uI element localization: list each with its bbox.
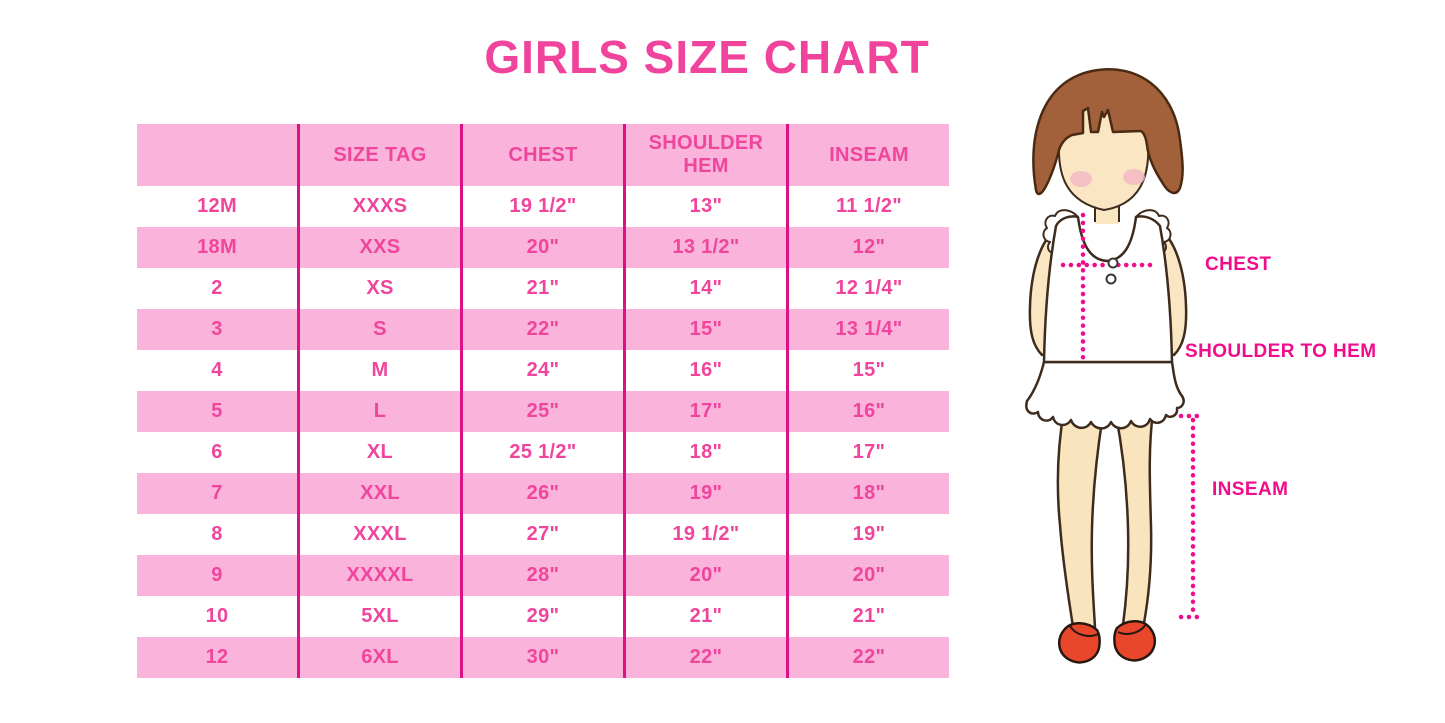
size-cell: 10	[205, 605, 229, 627]
size-cell: 18"	[623, 432, 788, 473]
size-cell: 13 1/2"	[623, 227, 788, 268]
column-header: SIZE TAG	[297, 124, 462, 186]
size-cell: L	[297, 391, 462, 432]
size-cell: 16"	[623, 350, 788, 391]
size-cell: 8	[211, 523, 223, 545]
size-cell: XXXXL	[297, 555, 462, 596]
size-cell: 19 1/2"	[623, 514, 788, 555]
size-cell: 17"	[786, 432, 949, 473]
table-row: 5 L 25" 17" 16"	[137, 391, 949, 432]
size-cell: 21"	[460, 268, 625, 309]
inseam-label: INSEAM	[1212, 479, 1289, 500]
column-header	[137, 124, 299, 186]
column-header: CHEST	[460, 124, 625, 186]
size-cell: XXXL	[297, 514, 462, 555]
shirt-button-bottom	[1105, 273, 1117, 285]
size-cell: 19"	[623, 473, 788, 514]
size-cell: 4	[211, 359, 223, 381]
size-cell: 18M	[137, 227, 299, 268]
size-cell: XXXS	[297, 186, 462, 227]
size-cell: 6	[211, 441, 223, 463]
table-row: 8 XXXL 27" 19 1/2" 19"	[137, 514, 949, 555]
size-cell: 9	[137, 555, 299, 596]
size-cell: 18"	[786, 473, 949, 514]
size-cell: 19"	[786, 514, 949, 555]
shoulder-to-hem-label: SHOULDER TO HEM	[1185, 341, 1377, 362]
size-cell: 16"	[786, 391, 949, 432]
table-row: 12 6XL 30" 22" 22"	[137, 637, 949, 678]
size-cell: 26"	[460, 473, 625, 514]
size-cell: 25"	[460, 391, 625, 432]
girl-left-cheek	[1070, 171, 1092, 187]
size-cell: 5XL	[297, 596, 462, 637]
chest-label: CHEST	[1205, 254, 1272, 275]
size-cell: XXL	[297, 473, 462, 514]
size-cell: 28"	[460, 555, 625, 596]
size-cell: 22"	[623, 637, 788, 678]
girl-figure-illustration	[1025, 68, 1206, 664]
size-cell: 14"	[623, 268, 788, 309]
size-cell: 12"	[786, 227, 949, 268]
size-cell: 5	[137, 391, 299, 432]
size-cell: 7	[137, 473, 299, 514]
size-chart-table: SIZE TAG CHEST SHOULDER HEM INSEAM 12M XXXS 19…	[137, 124, 949, 678]
size-cell: 15"	[786, 350, 949, 391]
size-cell: 27"	[460, 514, 625, 555]
size-cell: M	[297, 350, 462, 391]
table-row: 18M XXS 20" 13 1/2" 12"	[137, 227, 949, 268]
size-cell: 21"	[786, 596, 949, 637]
size-cell: 29"	[460, 596, 625, 637]
table-row: 4 M 24" 16" 15"	[137, 350, 949, 391]
page-title: GIRLS SIZE CHART	[484, 31, 930, 83]
girl-hair	[1032, 68, 1184, 196]
column-header: INSEAM	[786, 124, 949, 186]
size-cell: 20"	[786, 555, 949, 596]
size-cell: XXS	[297, 227, 462, 268]
size-cell: S	[297, 309, 462, 350]
size-cell: 22"	[786, 637, 949, 678]
girl-left-shoe	[1057, 622, 1101, 664]
size-cell: XL	[297, 432, 462, 473]
size-cell: 20"	[623, 555, 788, 596]
size-cell: 12 1/4"	[786, 268, 949, 309]
size-cell: 12	[137, 637, 299, 678]
table-row: 3 S 22" 15" 13 1/4"	[137, 309, 949, 350]
table-row: 2 XS 21" 14" 12 1/4"	[137, 268, 949, 309]
size-cell: 24"	[460, 350, 625, 391]
girl-right-cheek	[1123, 169, 1145, 185]
girl-right-leg	[1114, 410, 1155, 627]
table-row: 10 5XL 29" 21" 21"	[137, 596, 949, 637]
size-cell: 3	[137, 309, 299, 350]
size-cell: 20"	[460, 227, 625, 268]
column-header: SHOULDER HEM	[623, 124, 788, 186]
size-cell: 2	[211, 277, 223, 299]
girl-left-leg	[1056, 408, 1105, 629]
size-cell: 12M	[197, 195, 237, 217]
shirt-button-top	[1107, 257, 1119, 269]
size-cell: 30"	[460, 637, 625, 678]
size-cell: 22"	[460, 309, 625, 350]
girl-skirt	[1025, 360, 1185, 430]
table-row: 9 XXXXL 28" 20" 20"	[137, 555, 949, 596]
table-row: 7 XXL 26" 19" 18"	[137, 473, 949, 514]
girl-right-shoe-strap	[1117, 623, 1147, 635]
size-cell: 25 1/2"	[460, 432, 625, 473]
size-cell: 17"	[623, 391, 788, 432]
size-cell: 19 1/2"	[460, 186, 625, 227]
table-row: 12M XXXS 19 1/2" 13" 11 1/2"	[137, 186, 949, 227]
size-cell: 11 1/2"	[786, 186, 949, 227]
table-row: 6 XL 25 1/2" 18" 17"	[137, 432, 949, 473]
size-cell: 6XL	[297, 637, 462, 678]
size-cell: XS	[297, 268, 462, 309]
girl-right-shoe	[1113, 620, 1157, 662]
girl-shirt	[1042, 215, 1174, 364]
size-cell: 13 1/4"	[786, 309, 949, 350]
size-cell: 13"	[623, 186, 788, 227]
size-cell: 15"	[623, 309, 788, 350]
size-cell: 21"	[623, 596, 788, 637]
girl-left-shoe-strap	[1069, 625, 1099, 637]
